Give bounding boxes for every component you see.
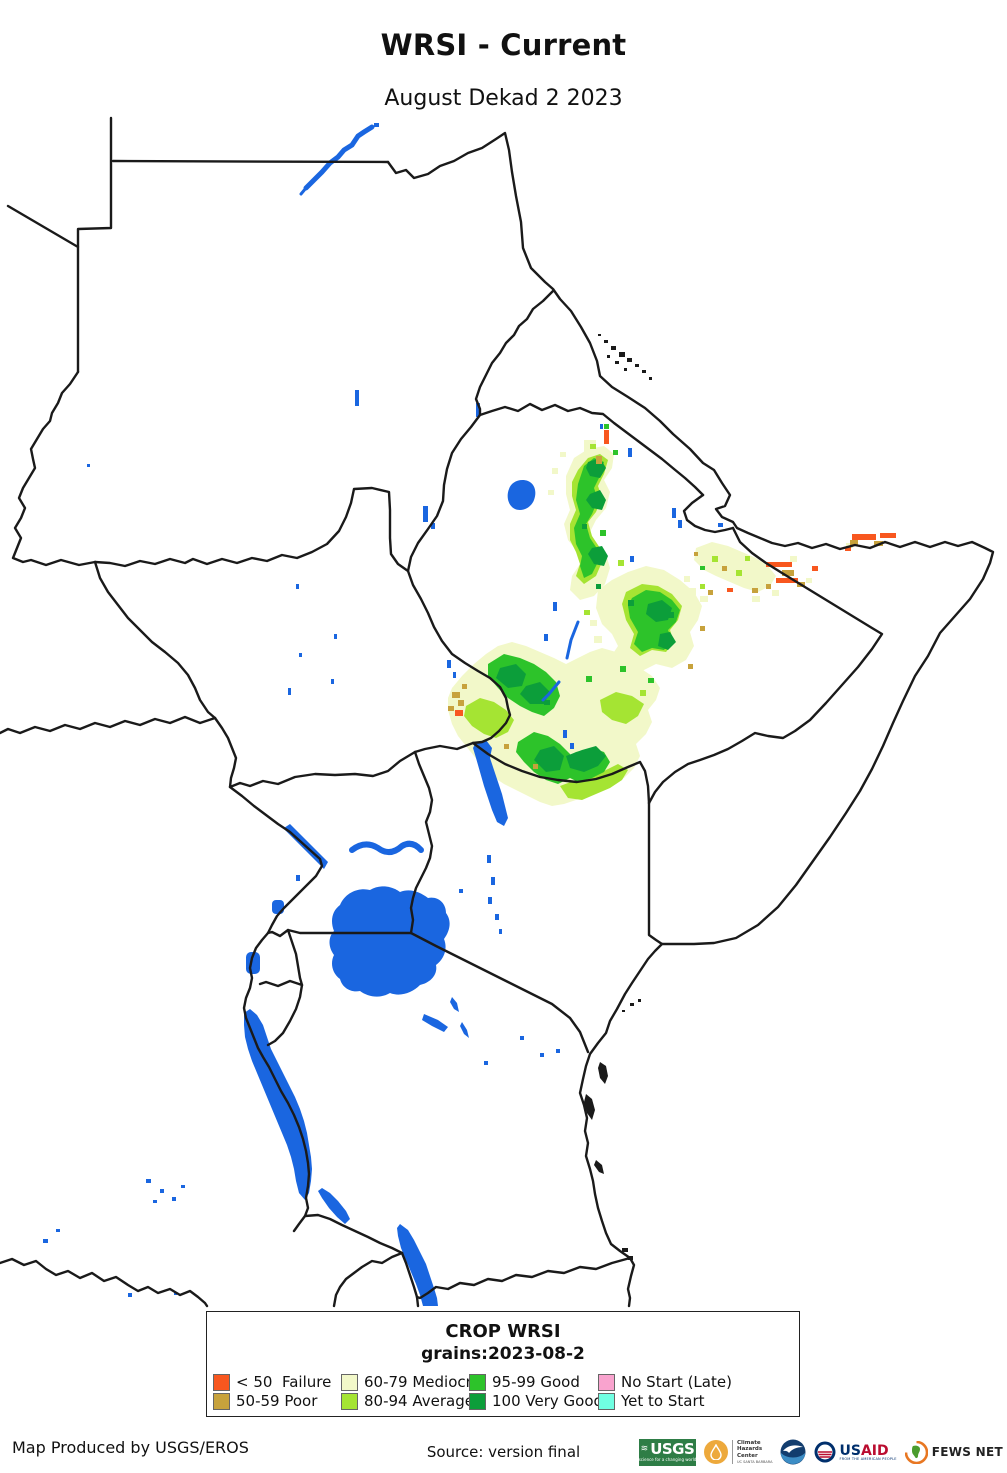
usaid-logo: USAID FROM THE AMERICAN PEOPLE [814, 1441, 897, 1463]
legend-label: Yet to Start [621, 1392, 705, 1410]
legend-title: CROP WRSI [445, 1321, 561, 1342]
swatch-mediocre [341, 1373, 358, 1391]
usaid-tagline: FROM THE AMERICAN PEOPLE [839, 1457, 897, 1462]
country-borders [0, 116, 995, 1308]
fewsnet-globe-icon [904, 1440, 928, 1464]
swatch-failure [213, 1373, 230, 1391]
legend-item-no-start: No Start (Late) [598, 1373, 732, 1391]
chc-text: Climate Hazards Center UC SANTA BARBARA [736, 1440, 773, 1464]
legend-box: CROP WRSI grains:2023-08-2 < 50 Failure … [206, 1311, 800, 1417]
legend-label: 80-94 Average [364, 1392, 474, 1410]
wrsi-raster [448, 424, 896, 806]
chc-logo: Climate Hazards Center UC SANTA BARBARA [703, 1440, 773, 1464]
swatch-poor [213, 1392, 230, 1410]
fewsnet-logo: FEWS NET [904, 1440, 1003, 1464]
legend-label: No Start (Late) [621, 1373, 732, 1391]
swatch-good [469, 1373, 486, 1391]
fewsnet-wordmark: FEWS NET [931, 1445, 1003, 1459]
chc-droplet-icon [703, 1440, 728, 1464]
usgs-logo: ≋ USGS science for a changing world [638, 1438, 697, 1466]
logo-strip: ≋ USGS science for a changing world Clim… [639, 1436, 1003, 1468]
legend-item-good: 95-99 Good [469, 1373, 580, 1391]
swatch-average [341, 1392, 358, 1410]
usgs-wordmark: USGS [650, 1440, 695, 1458]
usaid-aid: AID [860, 1443, 889, 1460]
legend-label: 60-79 Mediocre [364, 1373, 481, 1391]
swatch-very-good [469, 1392, 486, 1410]
legend-item-very-good: 100 Very Good [469, 1392, 603, 1410]
legend-subtitle: grains:2023-08-2 [421, 1344, 585, 1364]
swatch-yet-to-start [598, 1392, 615, 1410]
legend-label: 50-59 Poor [236, 1392, 318, 1410]
legend-item-average: 80-94 Average [341, 1392, 474, 1410]
legend-label: < 50 Failure [236, 1373, 332, 1391]
legend-label: 100 Very Good [492, 1392, 604, 1410]
swatch-no-start [598, 1373, 615, 1391]
legend-item-yet-to-start: Yet to Start [598, 1392, 705, 1410]
usgs-wave-icon: ≋ [640, 1444, 649, 1454]
usaid-seal-icon [814, 1441, 836, 1463]
produced-by-text: Map Produced by USGS/EROS [12, 1438, 249, 1457]
source-text: Source: version final [426, 1443, 581, 1461]
lakes-rivers [43, 123, 723, 1306]
legend-item-poor: 50-59 Poor [213, 1392, 317, 1410]
legend-item-mediocre: 60-79 Mediocre [341, 1373, 481, 1391]
noaa-logo [780, 1439, 806, 1465]
page-subtitle: August Dekad 2 2023 [384, 86, 623, 111]
usgs-tagline: science for a changing world [638, 1457, 697, 1462]
page-title: WRSI - Current [380, 28, 627, 62]
usaid-us: US [839, 1443, 861, 1460]
legend-label: 95-99 Good [492, 1373, 580, 1391]
islands [584, 334, 652, 1260]
legend-item-failure: < 50 Failure [213, 1373, 331, 1391]
